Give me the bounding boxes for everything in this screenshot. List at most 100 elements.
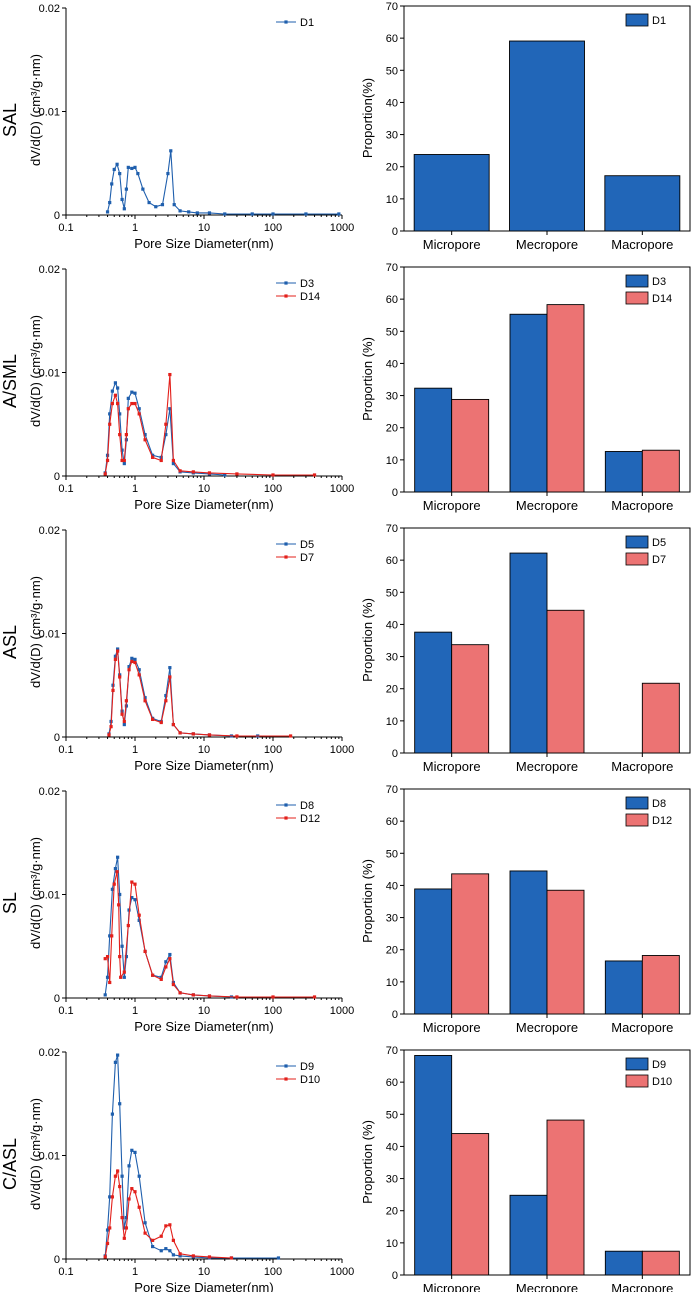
series-d1	[105, 149, 341, 216]
row-label: C/ASL	[0, 1138, 20, 1190]
legend-marker	[284, 281, 288, 285]
data-point	[112, 882, 116, 886]
bar-d8-mecropore	[509, 870, 548, 1015]
row-label: SL	[0, 892, 20, 914]
x-tick-label: 10	[198, 1005, 210, 1017]
data-point	[108, 1195, 112, 1199]
data-point	[118, 172, 122, 176]
y-tick-label: 20	[386, 423, 398, 435]
bar-d14-micropore	[451, 398, 490, 493]
legend-d10: D10	[625, 1074, 672, 1088]
y-axis-label: dV/d(D) (cm³/g·nm)	[28, 837, 43, 949]
y-tick-label: 0	[392, 487, 398, 499]
legend-d10: D10	[276, 1074, 320, 1086]
legend-d3: D3	[625, 274, 666, 288]
data-point	[118, 892, 122, 897]
data-point	[159, 975, 163, 979]
data-point	[133, 391, 137, 395]
data-point	[250, 212, 254, 216]
row-label: A/SML	[0, 354, 20, 408]
data-point	[116, 1169, 120, 1173]
data-point	[276, 1256, 281, 1260]
x-tick-label: 1000	[330, 483, 354, 495]
data-point	[191, 1254, 195, 1258]
data-point	[116, 386, 120, 390]
legend-d1: D1	[625, 13, 666, 27]
y-tick-label: 0.02	[39, 786, 60, 798]
data-point	[110, 934, 114, 938]
data-point	[143, 696, 147, 700]
y-tick-label: 0	[54, 732, 60, 744]
data-point	[109, 725, 113, 729]
y-tick-label: 40	[386, 97, 398, 109]
y-tick-label: 30	[386, 1174, 398, 1186]
data-point	[120, 944, 124, 948]
data-point	[113, 381, 118, 385]
data-point	[105, 1241, 110, 1246]
legend-marker	[284, 542, 288, 546]
data-point	[159, 458, 163, 463]
data-point	[130, 656, 134, 660]
data-point	[115, 162, 119, 166]
data-point	[271, 212, 275, 216]
bar-d8-macropore	[604, 960, 643, 1015]
data-point	[168, 372, 172, 377]
y-tick-label: 0	[54, 210, 60, 222]
data-point	[207, 211, 212, 215]
series-line	[104, 374, 315, 476]
bar-d12-macropore	[641, 955, 680, 1015]
data-point	[207, 994, 212, 998]
data-point	[105, 955, 110, 959]
data-point	[116, 855, 120, 859]
data-point	[118, 1184, 122, 1189]
y-tick-label: 10	[386, 455, 398, 467]
series-d7	[107, 649, 293, 738]
legend-d8: D8	[625, 796, 666, 810]
x-tick-label: 100	[264, 1266, 282, 1278]
data-point	[122, 970, 126, 974]
data-point	[130, 896, 134, 900]
y-tick-label: 60	[386, 33, 398, 45]
data-point	[171, 982, 175, 987]
psd-chart: 0.1 1 10 100 1000 0 0.01 0.02 Pore Size Diameter…	[28, 264, 354, 512]
data-point	[312, 473, 317, 477]
data-point	[122, 1236, 126, 1240]
proportion-chart: 0 10 20 30 40 50 60 70 Proportion (%) Micropore Me…	[360, 1045, 691, 1292]
data-point	[122, 458, 126, 463]
category-label: Micropore	[423, 498, 481, 513]
y-axis-label: dV/d(D) (cm³/g·nm)	[28, 315, 43, 427]
y-axis-label: dV/d(D) (cm³/g·nm)	[28, 576, 43, 688]
x-tick-label: 10	[198, 1266, 210, 1278]
data-point	[124, 433, 128, 437]
data-point	[137, 918, 141, 922]
category-label: Macropore	[611, 498, 673, 513]
data-point	[110, 1112, 114, 1116]
legend-label: D1	[300, 17, 314, 29]
data-point	[133, 165, 137, 169]
category-label: Macropore	[611, 759, 673, 774]
y-tick-label: 60	[386, 555, 398, 567]
data-point	[126, 396, 130, 400]
bar-d10-macropore	[641, 1250, 680, 1276]
data-point	[124, 1216, 128, 1220]
data-point	[207, 733, 212, 737]
data-point	[122, 207, 126, 211]
data-point	[113, 1060, 118, 1064]
data-point	[151, 453, 155, 457]
data-point	[105, 458, 110, 463]
bar-d5-mecropore	[509, 552, 548, 754]
y-tick-label: 0.01	[39, 890, 60, 902]
y-tick-label: 50	[386, 326, 398, 338]
y-axis-label: Proportion (%)	[360, 859, 375, 943]
legend-d14: D14	[276, 291, 320, 303]
y-tick-label: 0.01	[39, 368, 60, 380]
bar-d9-macropore	[604, 1250, 643, 1276]
legend-label: D10	[300, 1074, 320, 1086]
legend-marker	[284, 1077, 288, 1081]
data-point	[168, 666, 172, 670]
x-tick-label: 1	[132, 1005, 138, 1017]
x-axis-label: Pore Size Diameter(nm)	[134, 236, 273, 251]
data-point	[143, 1231, 147, 1235]
y-tick-label: 50	[386, 1109, 398, 1121]
